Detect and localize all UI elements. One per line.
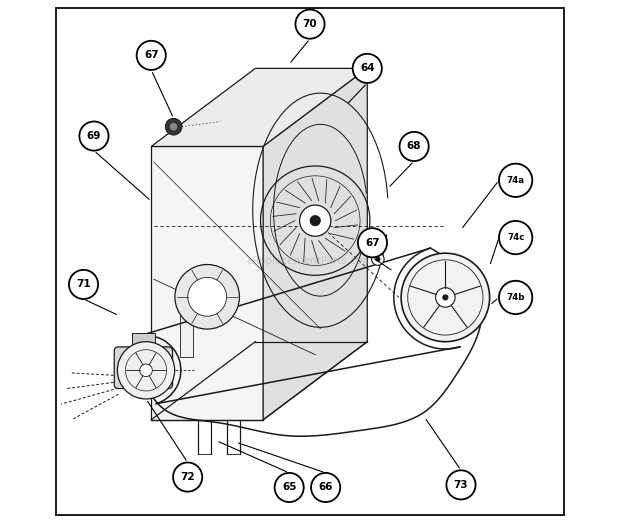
Circle shape (442, 294, 448, 301)
Text: 71: 71 (76, 279, 91, 289)
Circle shape (166, 118, 182, 135)
Circle shape (299, 205, 331, 236)
Text: 72: 72 (180, 472, 195, 482)
Circle shape (79, 122, 108, 151)
Circle shape (401, 253, 490, 342)
Polygon shape (151, 147, 263, 420)
Circle shape (69, 270, 98, 299)
Text: 70: 70 (303, 19, 317, 29)
Circle shape (140, 364, 153, 377)
Text: 64: 64 (360, 63, 374, 74)
Circle shape (436, 288, 455, 307)
Text: 74b: 74b (507, 293, 525, 302)
Circle shape (117, 342, 175, 399)
Text: 68: 68 (407, 141, 422, 151)
Bar (180, 305, 193, 358)
Polygon shape (151, 68, 367, 147)
Circle shape (371, 253, 384, 265)
Circle shape (499, 221, 533, 254)
Circle shape (136, 41, 166, 70)
Circle shape (173, 462, 202, 492)
Text: 74c: 74c (507, 233, 525, 242)
Circle shape (295, 9, 325, 39)
Circle shape (170, 123, 177, 130)
Circle shape (399, 132, 428, 161)
Text: 66: 66 (318, 482, 333, 492)
FancyBboxPatch shape (114, 347, 172, 388)
Text: 67: 67 (365, 238, 380, 248)
Circle shape (375, 256, 381, 262)
Text: 73: 73 (454, 480, 468, 490)
Circle shape (358, 228, 387, 257)
Circle shape (353, 54, 382, 83)
Circle shape (275, 473, 304, 502)
Circle shape (310, 216, 321, 226)
Circle shape (188, 277, 226, 316)
Polygon shape (263, 68, 367, 420)
Text: 69: 69 (87, 131, 101, 141)
Circle shape (499, 281, 533, 314)
Circle shape (446, 470, 476, 500)
Text: 67: 67 (144, 50, 159, 61)
Circle shape (175, 265, 239, 329)
Text: 65: 65 (282, 482, 296, 492)
Bar (132, 333, 155, 351)
Circle shape (311, 473, 340, 502)
Text: 74a: 74a (507, 176, 525, 185)
Circle shape (499, 163, 533, 197)
Text: eReplacementParts.com: eReplacementParts.com (247, 256, 373, 266)
